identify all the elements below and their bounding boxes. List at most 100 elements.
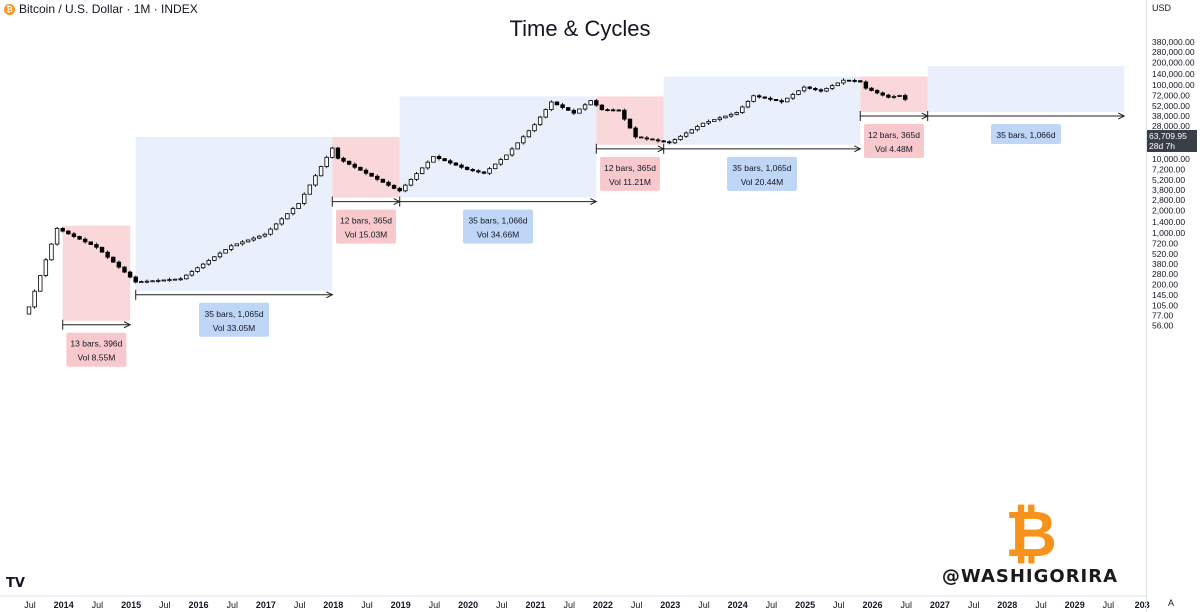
range-arrow-head — [590, 198, 598, 206]
candle-body — [352, 163, 357, 168]
candle-body — [723, 115, 728, 119]
y-tick-label: 280.00 — [1152, 269, 1178, 279]
cycle-box-blue — [663, 76, 861, 145]
candle-body — [841, 79, 846, 84]
candle-body — [94, 244, 99, 248]
candle-body — [650, 138, 655, 141]
candle-body — [492, 163, 498, 170]
candle-body — [99, 246, 105, 253]
x-tick-label: Jul — [92, 600, 104, 610]
y-tick-label: 7,200.00 — [1152, 164, 1185, 174]
candle-body — [807, 86, 812, 89]
x-tick-label: Jul — [900, 600, 912, 610]
candle-body — [903, 95, 908, 100]
x-tick-label: 2025 — [795, 600, 815, 610]
candle-body — [762, 96, 767, 99]
x-tick-label: 2022 — [593, 600, 613, 610]
x-tick-label: 2028 — [997, 600, 1017, 610]
x-tick-label: Jul — [429, 600, 441, 610]
candle-body — [785, 97, 790, 103]
candle-body — [756, 95, 762, 98]
candle-body — [408, 178, 414, 186]
candle-body — [436, 156, 442, 160]
candle-body — [133, 276, 138, 283]
candle-body — [504, 154, 509, 160]
candle-body — [622, 109, 627, 120]
candle-body — [273, 223, 279, 230]
chart-title: Time & Cycles — [509, 16, 651, 41]
y-tick-label: 28,000.00 — [1152, 121, 1190, 131]
cycle-bars-label: 35 bars, 1,066d — [996, 130, 1055, 140]
candle-body — [880, 92, 885, 96]
candle-body — [335, 147, 341, 159]
candle-body — [801, 86, 807, 92]
cycle-volume-label: Vol 11.21M — [609, 177, 651, 187]
tradingview-logo-icon[interactable]: TV — [6, 576, 25, 591]
candle-body — [71, 233, 77, 237]
currency-label[interactable]: USD — [1152, 3, 1172, 13]
x-tick-label: 2014 — [54, 600, 74, 610]
cycle-bars-label: 35 bars, 1,065d — [204, 309, 263, 319]
x-tick-label: 2019 — [391, 600, 411, 610]
symbol-header[interactable]: ₿ Bitcoin / U.S. Dollar · 1M · INDEX — [0, 0, 198, 18]
x-tick-label: Jul — [563, 600, 575, 610]
candle-body — [481, 171, 487, 174]
candle-body — [453, 162, 459, 166]
x-tick-label: Jul — [631, 600, 643, 610]
candle-body — [369, 172, 374, 177]
y-tick-label: 72,000.00 — [1152, 90, 1190, 100]
candle-body — [790, 94, 796, 99]
y-tick-label: 380,000.00 — [1152, 37, 1195, 47]
candle-body — [77, 236, 82, 240]
cycle-label-box — [66, 332, 127, 367]
candle-body — [240, 241, 245, 245]
candle-body — [537, 116, 543, 126]
candle-body — [515, 142, 520, 150]
x-tick-label: Jul — [968, 600, 980, 610]
candle-body — [532, 124, 537, 132]
x-tick-label: Jul — [1103, 600, 1115, 610]
auto-scale-button[interactable]: A — [1168, 598, 1175, 608]
candle-body — [223, 249, 228, 254]
price-axis-divider — [1146, 0, 1147, 612]
candle-body — [566, 107, 571, 111]
candle-body — [268, 228, 273, 235]
candle-body — [234, 243, 240, 247]
y-tick-label: 56.00 — [1152, 321, 1174, 331]
candle-body — [543, 109, 548, 118]
x-tick-label: Jul — [294, 600, 306, 610]
candle-body — [195, 267, 200, 272]
range-arrow-head — [326, 291, 334, 299]
x-tick-label: 2015 — [121, 600, 141, 610]
x-tick-label: Jul — [1035, 600, 1047, 610]
candle-body — [661, 140, 666, 143]
candle-body — [105, 251, 110, 258]
candle-body — [521, 136, 526, 144]
candle-body — [549, 101, 554, 110]
candle-body — [858, 80, 863, 83]
candle-body — [26, 306, 32, 315]
x-tick-label: 2021 — [525, 600, 545, 610]
y-tick-label: 380.00 — [1152, 259, 1178, 269]
candle-body — [150, 280, 155, 283]
candle-body — [251, 237, 256, 241]
candle-body — [633, 127, 638, 138]
candle-body — [560, 104, 565, 108]
range-arrow-head — [1118, 112, 1126, 120]
candle-body — [245, 239, 251, 243]
y-tick-label: 2,000.00 — [1152, 206, 1185, 216]
candle-body — [464, 166, 470, 170]
symbol-label[interactable]: Bitcoin / U.S. Dollar · 1M · INDEX — [19, 2, 198, 16]
range-arrow-head — [123, 321, 132, 329]
candle-body — [712, 119, 717, 122]
y-tick-label: 200.00 — [1152, 280, 1178, 290]
candle-body — [571, 109, 577, 114]
candle-body — [683, 132, 689, 137]
watermark-text: @WASHIGORIRA — [941, 566, 1119, 587]
candle-body — [891, 95, 897, 98]
cycle-volume-label: Vol 20.44M — [741, 177, 784, 187]
candle-body — [678, 135, 683, 140]
y-tick-label: 5,200.00 — [1152, 175, 1185, 185]
candle-body — [127, 271, 133, 278]
